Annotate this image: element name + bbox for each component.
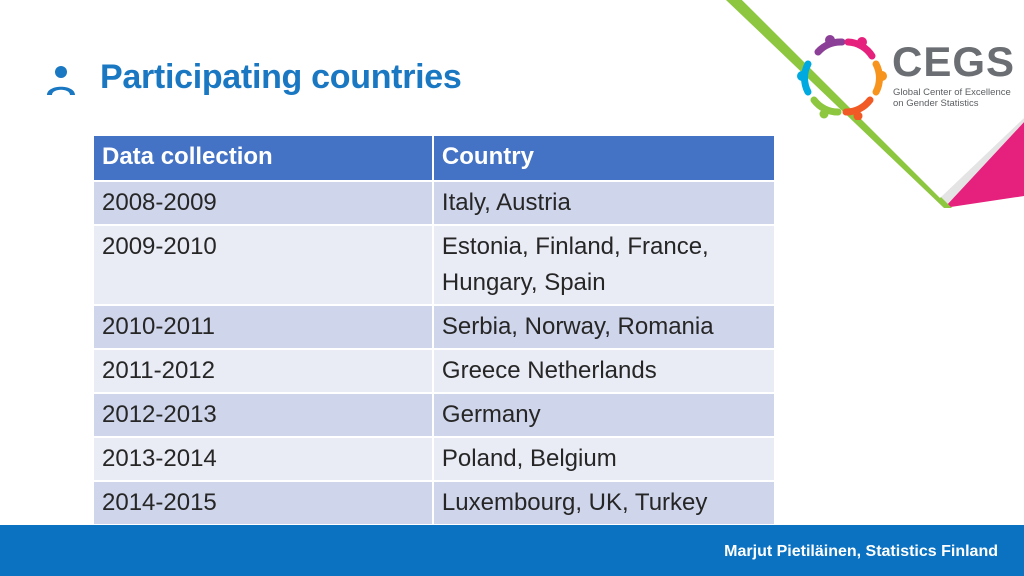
period-cell: 2010-2011: [92, 304, 434, 350]
header-data-collection: Data collection: [92, 134, 434, 182]
country-cell: Germany: [431, 392, 777, 438]
table-row: 2008-2009 Italy, Austria: [92, 180, 777, 226]
period-cell: 2013-2014: [92, 436, 434, 482]
countries-table: Data collection Country 2008-2009 Italy,…: [92, 134, 777, 526]
country-cell: Italy, Austria: [431, 180, 777, 226]
country-cell: Estonia, Finland, France, Hungary, Spain: [431, 224, 777, 306]
cegs-logo: CEGS Global Center of Excellence on Gend…: [796, 34, 1016, 120]
green-stripe-shape: [726, 0, 952, 208]
period-cell: 2014-2015: [92, 480, 434, 526]
country-cell: Serbia, Norway, Romania: [431, 304, 777, 350]
country-cell: Greece Netherlands: [431, 348, 777, 394]
period-cell: 2009-2010: [92, 224, 434, 306]
footer-bar: Marjut Pietiläinen, Statistics Finland: [0, 525, 1024, 576]
white-panel-shape: [742, 0, 1024, 198]
period-cell: 2012-2013: [92, 392, 434, 438]
logo-subtitle-line: Global Center of Excellence: [893, 87, 1011, 98]
people-circle-icon: [797, 35, 887, 120]
logo-subtitle-line: on Gender Statistics: [893, 98, 979, 109]
table-row: 2010-2011 Serbia, Norway, Romania: [92, 304, 777, 350]
country-cell: Luxembourg, UK, Turkey: [431, 480, 777, 526]
header-country: Country: [431, 134, 777, 182]
table-row: 2012-2013 Germany: [92, 392, 777, 438]
slide-title: Participating countries: [100, 58, 462, 96]
person-icon: [47, 66, 75, 95]
footer-credit: Marjut Pietiläinen, Statistics Finland: [724, 543, 998, 560]
period-cell: 2008-2009: [92, 180, 434, 226]
table-header-row: Data collection Country: [92, 134, 777, 182]
country-cell: Poland, Belgium: [431, 436, 777, 482]
table-row: 2014-2015 Luxembourg, UK, Turkey: [92, 480, 777, 526]
logo-subtitle: Global Center of Excellence on Gender St…: [893, 87, 1017, 109]
table-row: 2011-2012 Greece Netherlands: [92, 348, 777, 394]
period-cell: 2011-2012: [92, 348, 434, 394]
table-row: 2013-2014 Poland, Belgium: [92, 436, 777, 482]
logo-wordmark: CEGS: [892, 38, 1016, 85]
table-row: 2009-2010 Estonia, Finland, France, Hung…: [92, 224, 777, 306]
